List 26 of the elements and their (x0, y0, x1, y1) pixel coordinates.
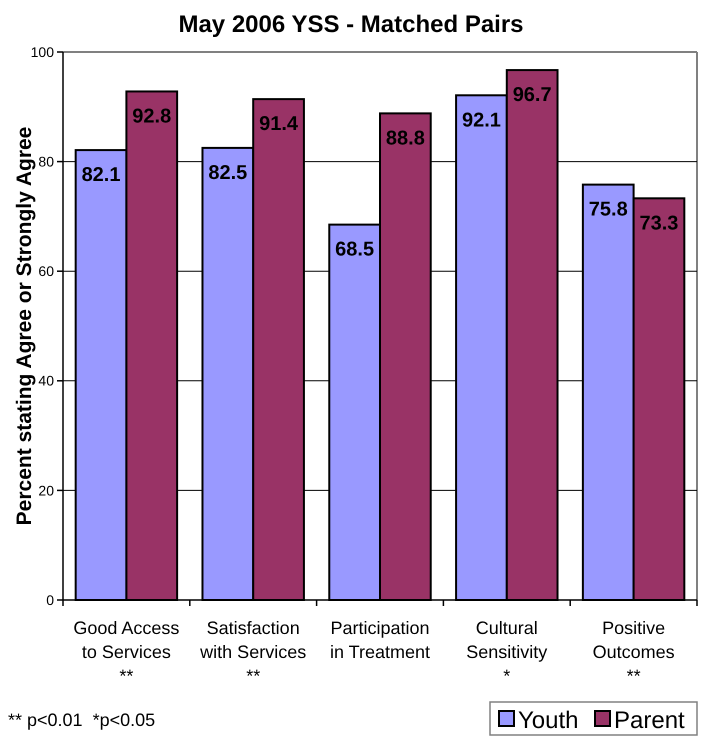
y-tick-label: 100 (30, 44, 54, 60)
data-label: 92.8 (132, 105, 172, 128)
x-tick-label: Cultural Sensitivity * (466, 618, 548, 686)
text: ** p<0.01 *p<0.05 (8, 710, 156, 730)
data-label: 82.5 (208, 162, 248, 184)
x-tick-label: Positive Outcomes ** (592, 618, 675, 686)
legend-label: Parent (614, 707, 686, 734)
data-label: 75.8 (588, 198, 628, 221)
y-tick-label: 40 (38, 372, 54, 389)
y-tick-label: 80 (38, 154, 54, 170)
legend-label: Youth (518, 707, 579, 734)
data-label: 91.4 (259, 113, 299, 136)
data-label: 82.1 (82, 164, 121, 186)
x-tick-label: Participation in Treatment (330, 618, 430, 662)
data-label: 96.7 (512, 84, 552, 106)
chart-title: May 2006 YSS - Matched Pairs (178, 11, 524, 38)
data-label: 92.1 (462, 109, 501, 132)
data-label: 88.8 (386, 127, 425, 150)
x-tick-label: Satisfaction with Services ** (199, 618, 306, 686)
y-tick-label: 0 (46, 592, 54, 608)
y-tick-label: 20 (38, 482, 54, 498)
x-tick-label: Good Access to Services ** (73, 618, 180, 686)
y-tick-label: 60 (38, 263, 54, 280)
data-label: 68.5 (335, 238, 374, 261)
y-axis-title: Percent stating Agree or Strongly Agree (13, 126, 36, 526)
data-label: 73.3 (639, 212, 678, 234)
